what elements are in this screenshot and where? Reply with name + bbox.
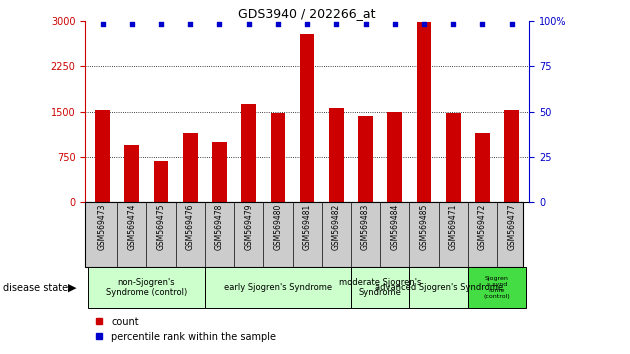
Text: GSM569475: GSM569475 — [156, 204, 166, 250]
Bar — [300, 34, 314, 202]
Bar — [154, 161, 168, 202]
Bar — [125, 144, 139, 202]
Text: GSM569474: GSM569474 — [127, 204, 136, 250]
FancyBboxPatch shape — [88, 267, 205, 308]
Text: early Sjogren's Syndrome: early Sjogren's Syndrome — [224, 283, 332, 292]
FancyBboxPatch shape — [351, 267, 410, 308]
Bar — [95, 110, 110, 202]
Title: GDS3940 / 202266_at: GDS3940 / 202266_at — [238, 7, 376, 20]
Text: GSM569482: GSM569482 — [332, 204, 341, 250]
FancyBboxPatch shape — [410, 267, 468, 308]
Text: GSM569471: GSM569471 — [449, 204, 458, 250]
FancyBboxPatch shape — [205, 267, 351, 308]
Bar — [183, 133, 198, 202]
Text: Sjogren
s synd
rome
(control): Sjogren s synd rome (control) — [484, 276, 510, 299]
Bar — [416, 22, 432, 202]
Text: advanced Sjogren's Syndrome: advanced Sjogren's Syndrome — [375, 283, 503, 292]
Point — [185, 21, 195, 27]
Bar — [446, 113, 461, 202]
Point — [214, 21, 224, 27]
Point — [448, 21, 458, 27]
FancyBboxPatch shape — [468, 267, 526, 308]
Bar — [329, 108, 343, 202]
Point — [331, 21, 341, 27]
Text: GSM569480: GSM569480 — [273, 204, 282, 250]
Point — [273, 21, 283, 27]
Point — [302, 21, 312, 27]
Bar — [505, 110, 519, 202]
Legend: count, percentile rank within the sample: count, percentile rank within the sample — [90, 313, 280, 346]
Text: GSM569481: GSM569481 — [302, 204, 312, 250]
Bar — [358, 116, 373, 202]
Text: GSM569479: GSM569479 — [244, 204, 253, 250]
Bar — [387, 112, 402, 202]
Bar — [241, 104, 256, 202]
Point — [390, 21, 400, 27]
Text: disease state: disease state — [3, 282, 68, 293]
Point — [98, 21, 108, 27]
Point — [156, 21, 166, 27]
Text: GSM569483: GSM569483 — [361, 204, 370, 250]
Bar — [475, 133, 490, 202]
Point — [507, 21, 517, 27]
Text: GSM569485: GSM569485 — [420, 204, 428, 250]
Text: GSM569473: GSM569473 — [98, 204, 107, 250]
FancyBboxPatch shape — [85, 202, 524, 267]
Text: ▶: ▶ — [68, 282, 77, 293]
Text: GSM569477: GSM569477 — [507, 204, 516, 250]
Text: GSM569484: GSM569484 — [391, 204, 399, 250]
Point — [419, 21, 429, 27]
Bar — [212, 142, 227, 202]
Bar — [271, 113, 285, 202]
Text: GSM569478: GSM569478 — [215, 204, 224, 250]
Point — [360, 21, 370, 27]
Text: moderate Sjogren's
Syndrome: moderate Sjogren's Syndrome — [339, 278, 421, 297]
Text: non-Sjogren's
Syndrome (control): non-Sjogren's Syndrome (control) — [106, 278, 187, 297]
Text: GSM569472: GSM569472 — [478, 204, 487, 250]
Point — [244, 21, 254, 27]
Text: GSM569476: GSM569476 — [186, 204, 195, 250]
Point — [127, 21, 137, 27]
Point — [478, 21, 488, 27]
